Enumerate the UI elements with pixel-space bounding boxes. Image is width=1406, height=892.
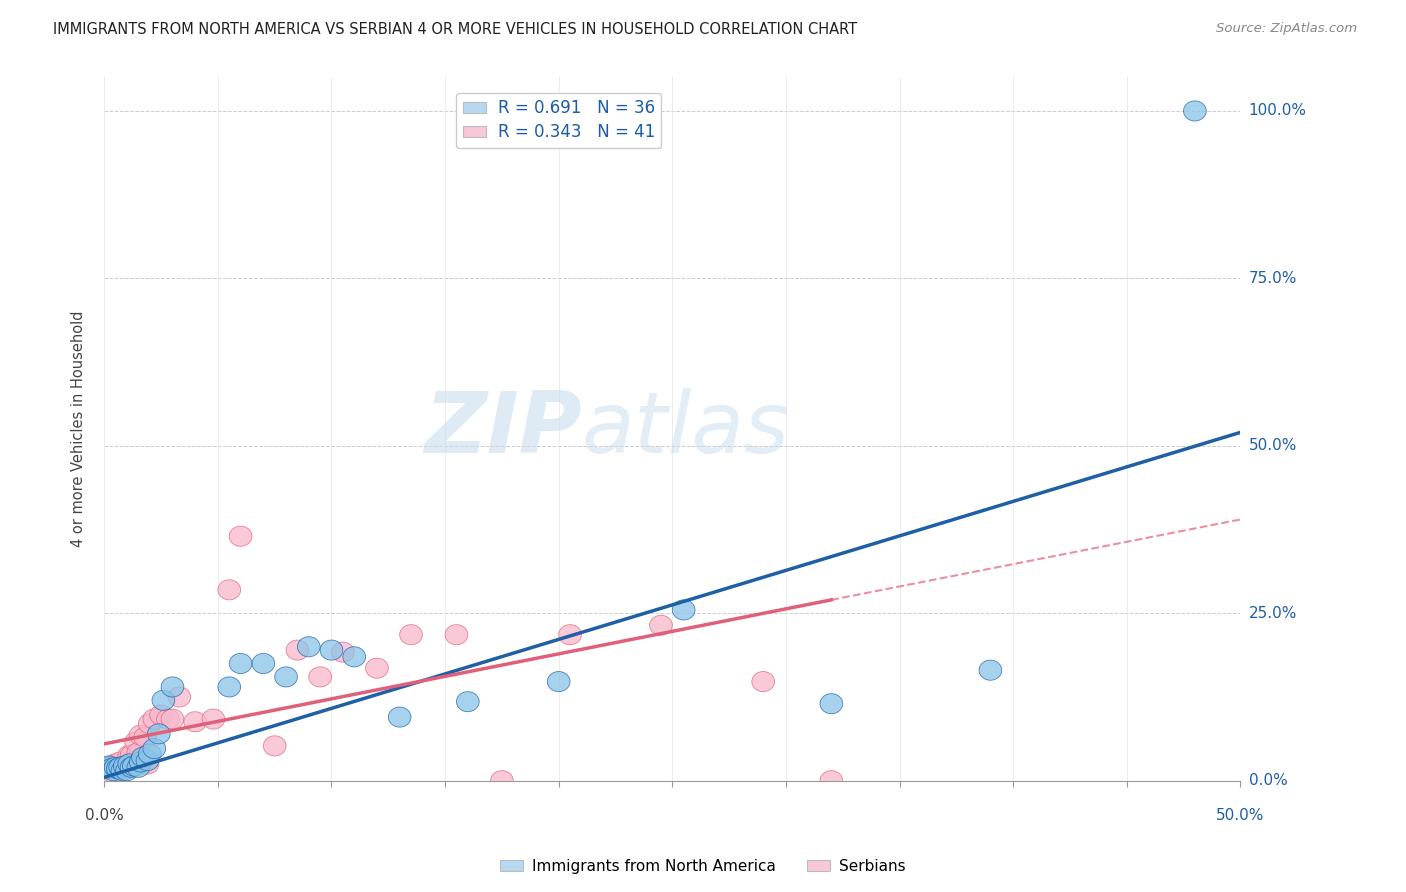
Ellipse shape [96, 757, 118, 777]
Ellipse shape [120, 757, 143, 777]
Ellipse shape [96, 758, 118, 779]
Ellipse shape [309, 667, 332, 687]
Ellipse shape [650, 615, 672, 635]
Ellipse shape [114, 756, 136, 776]
Text: 0.0%: 0.0% [1249, 773, 1288, 789]
Ellipse shape [122, 752, 145, 772]
Ellipse shape [103, 761, 125, 780]
Ellipse shape [152, 690, 174, 710]
Ellipse shape [252, 654, 274, 673]
Ellipse shape [162, 677, 184, 697]
Ellipse shape [120, 745, 143, 765]
Text: 0.0%: 0.0% [84, 808, 124, 823]
Ellipse shape [129, 752, 152, 772]
Ellipse shape [263, 736, 285, 756]
Ellipse shape [138, 714, 162, 734]
Ellipse shape [820, 771, 842, 790]
Ellipse shape [156, 709, 180, 729]
Ellipse shape [136, 754, 159, 774]
Ellipse shape [127, 742, 149, 763]
Ellipse shape [274, 667, 298, 687]
Ellipse shape [125, 731, 148, 752]
Ellipse shape [399, 624, 422, 645]
Ellipse shape [332, 642, 354, 662]
Text: 50.0%: 50.0% [1216, 808, 1264, 823]
Text: IMMIGRANTS FROM NORTH AMERICA VS SERBIAN 4 OR MORE VEHICLES IN HOUSEHOLD CORRELA: IMMIGRANTS FROM NORTH AMERICA VS SERBIAN… [53, 22, 858, 37]
Ellipse shape [111, 761, 134, 780]
Ellipse shape [218, 677, 240, 697]
Ellipse shape [103, 763, 125, 782]
Ellipse shape [114, 758, 136, 779]
Ellipse shape [820, 694, 842, 714]
Legend: Immigrants from North America, Serbians: Immigrants from North America, Serbians [495, 853, 911, 880]
Ellipse shape [457, 691, 479, 712]
Ellipse shape [446, 624, 468, 645]
Ellipse shape [136, 750, 159, 771]
Ellipse shape [343, 647, 366, 667]
Text: 75.0%: 75.0% [1249, 271, 1296, 285]
Ellipse shape [558, 624, 582, 645]
Ellipse shape [100, 758, 122, 779]
Ellipse shape [366, 658, 388, 678]
Ellipse shape [143, 709, 166, 729]
Ellipse shape [979, 660, 1001, 681]
Ellipse shape [107, 758, 129, 779]
Ellipse shape [115, 757, 138, 777]
Ellipse shape [1184, 101, 1206, 121]
Ellipse shape [132, 747, 155, 767]
Ellipse shape [132, 754, 155, 774]
Ellipse shape [149, 705, 173, 725]
Ellipse shape [321, 640, 343, 660]
Ellipse shape [118, 745, 141, 765]
Text: 50.0%: 50.0% [1249, 438, 1296, 453]
Ellipse shape [129, 725, 152, 745]
Ellipse shape [752, 672, 775, 691]
Ellipse shape [167, 687, 191, 707]
Ellipse shape [108, 757, 132, 777]
Ellipse shape [672, 599, 695, 620]
Ellipse shape [388, 707, 411, 727]
Ellipse shape [104, 754, 127, 774]
Ellipse shape [298, 637, 321, 657]
Ellipse shape [148, 723, 170, 744]
Ellipse shape [218, 580, 240, 599]
Ellipse shape [162, 709, 184, 729]
Ellipse shape [127, 757, 149, 777]
Ellipse shape [97, 756, 120, 776]
Text: Source: ZipAtlas.com: Source: ZipAtlas.com [1216, 22, 1357, 36]
Ellipse shape [134, 727, 156, 747]
Ellipse shape [100, 756, 122, 776]
Ellipse shape [202, 709, 225, 729]
Ellipse shape [229, 526, 252, 546]
Ellipse shape [108, 752, 132, 772]
Ellipse shape [285, 640, 309, 660]
Legend: R = 0.691   N = 36, R = 0.343   N = 41: R = 0.691 N = 36, R = 0.343 N = 41 [456, 93, 661, 148]
Text: 100.0%: 100.0% [1249, 103, 1306, 119]
Text: atlas: atlas [582, 387, 789, 471]
Ellipse shape [107, 758, 129, 779]
Ellipse shape [104, 757, 127, 777]
Ellipse shape [143, 739, 166, 758]
Ellipse shape [115, 761, 138, 780]
Ellipse shape [118, 754, 141, 774]
Y-axis label: 4 or more Vehicles in Household: 4 or more Vehicles in Household [72, 310, 86, 548]
Ellipse shape [97, 757, 120, 777]
Ellipse shape [229, 654, 252, 673]
Ellipse shape [122, 756, 145, 776]
Ellipse shape [111, 757, 134, 777]
Ellipse shape [184, 712, 207, 731]
Ellipse shape [547, 672, 569, 691]
Text: ZIP: ZIP [423, 387, 582, 471]
Ellipse shape [491, 771, 513, 790]
Ellipse shape [138, 744, 162, 764]
Text: 25.0%: 25.0% [1249, 606, 1296, 621]
